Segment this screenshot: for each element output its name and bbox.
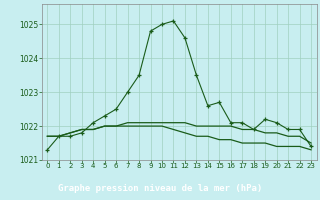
Text: Graphe pression niveau de la mer (hPa): Graphe pression niveau de la mer (hPa) — [58, 184, 262, 193]
